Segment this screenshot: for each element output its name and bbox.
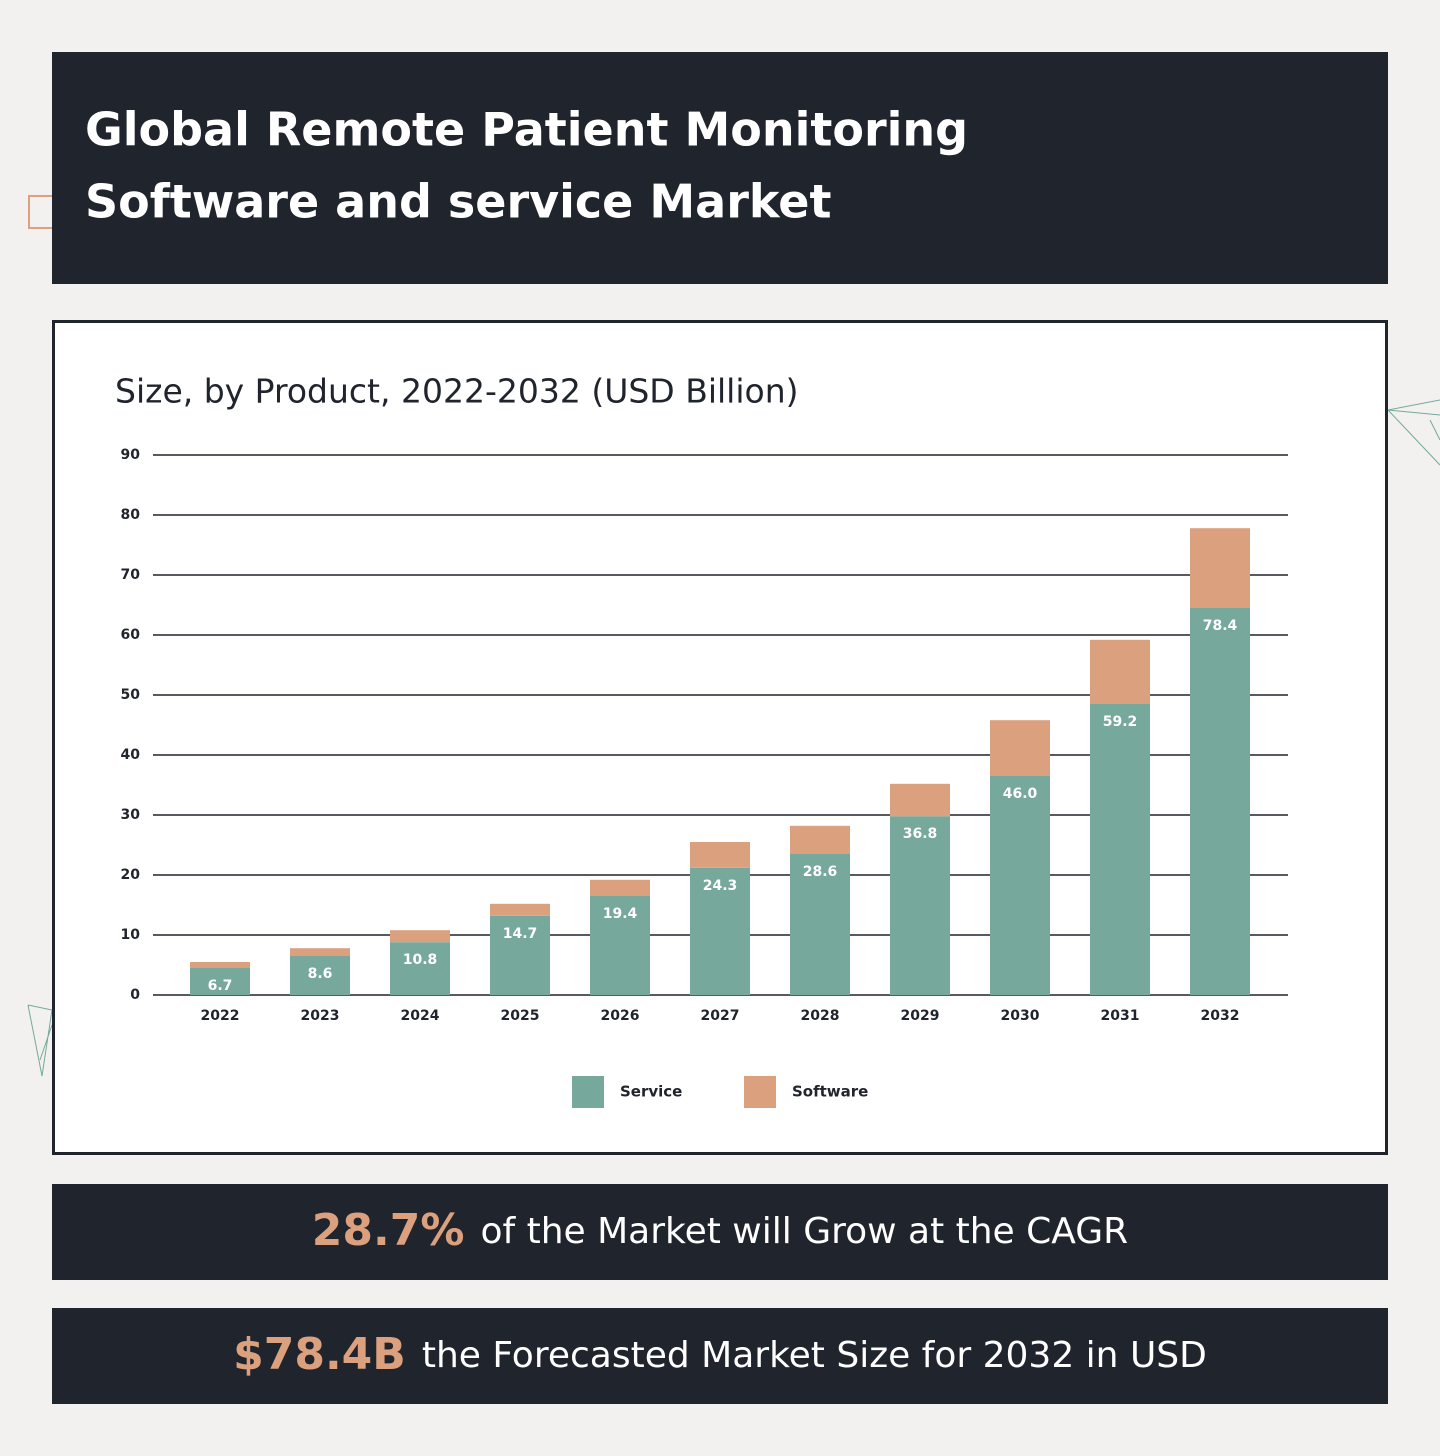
chart-title: Size, by Product, 2022-2032 (USD Billion… xyxy=(115,372,799,411)
x-tick-label: 2024 xyxy=(401,1008,440,1024)
bar-segment xyxy=(590,896,650,995)
stat: 28.7% of the Market will Grow at the CAGR xyxy=(312,1205,1128,1256)
y-tick-label: 80 xyxy=(121,507,141,523)
bar-segment xyxy=(390,942,450,995)
bar-segment xyxy=(290,948,350,956)
x-tick-label: 2031 xyxy=(1101,1008,1140,1024)
stat-highlight: 28.7% xyxy=(312,1205,465,1256)
value-label: 59.2 xyxy=(1103,714,1138,730)
value-label: 28.6 xyxy=(803,864,838,880)
legend-swatch xyxy=(744,1076,776,1108)
bar-segment xyxy=(990,720,1050,776)
x-tick-label: 2025 xyxy=(501,1008,540,1024)
y-tick-label: 20 xyxy=(121,867,141,883)
bar-segment xyxy=(1190,608,1250,995)
stat-box xyxy=(52,1308,1388,1404)
bar-segment xyxy=(890,816,950,995)
x-tick-label: 2022 xyxy=(201,1008,240,1024)
header-title: Global Remote Patient Monitoring xyxy=(85,103,968,157)
y-tick-label: 40 xyxy=(121,747,141,763)
bar-segment xyxy=(1090,639,1150,704)
bar-segment xyxy=(1090,704,1150,995)
bar-segment xyxy=(890,783,950,817)
value-label: 14.7 xyxy=(503,926,538,942)
value-label: 10.8 xyxy=(403,952,438,968)
x-tick-label: 2027 xyxy=(701,1008,740,1024)
y-tick-label: 0 xyxy=(130,987,140,1003)
bar-segment xyxy=(590,879,650,896)
decor-lines xyxy=(1387,399,1440,466)
plot: 010203040506070809020226.720238.6202410.… xyxy=(121,447,1288,1108)
x-tick-label: 2028 xyxy=(801,1008,840,1024)
value-label: 24.3 xyxy=(703,878,738,894)
bar-segment xyxy=(690,842,750,868)
bar-segment xyxy=(690,867,750,995)
bar-segment xyxy=(790,854,850,995)
x-tick-label: 2030 xyxy=(1001,1008,1040,1024)
legend-label: Service xyxy=(620,1083,682,1101)
chart-box xyxy=(52,320,1388,1155)
y-tick-label: 50 xyxy=(121,687,141,703)
stat: $78.4B the Forecasted Market Size for 203… xyxy=(233,1329,1207,1380)
bar-segment xyxy=(990,776,1050,995)
x-tick-label: 2032 xyxy=(1201,1008,1240,1024)
y-tick-label: 90 xyxy=(121,447,141,463)
y-tick-label: 10 xyxy=(121,927,141,943)
header-box xyxy=(52,52,1388,284)
bar-segment xyxy=(390,930,450,943)
value-label: 46.0 xyxy=(1003,786,1038,802)
x-tick-label: 2023 xyxy=(301,1008,340,1024)
bar-segment xyxy=(490,915,550,995)
value-label: 8.6 xyxy=(308,966,333,982)
bar-segment xyxy=(790,825,850,854)
x-tick-label: 2026 xyxy=(601,1008,640,1024)
bar-segment xyxy=(290,956,350,995)
legend-label: Software xyxy=(792,1083,868,1101)
legend-swatch xyxy=(572,1076,604,1108)
y-tick-label: 30 xyxy=(121,807,141,823)
value-label: 19.4 xyxy=(603,906,638,922)
value-label: 36.8 xyxy=(903,826,938,842)
decor-lines xyxy=(27,1004,53,1077)
x-tick-label: 2029 xyxy=(901,1008,940,1024)
stat-text: the Forecasted Market Size for 2032 in U… xyxy=(422,1335,1207,1376)
stat-box xyxy=(52,1184,1388,1280)
bar-segment xyxy=(1190,528,1250,608)
value-label: 78.4 xyxy=(1203,618,1238,634)
stat-highlight: $78.4B xyxy=(233,1329,406,1380)
value-label: 6.7 xyxy=(208,978,233,994)
y-tick-label: 70 xyxy=(121,567,141,583)
y-tick-label: 60 xyxy=(121,627,141,643)
bar-segment xyxy=(190,962,250,968)
header-title: Software and service Market xyxy=(85,175,831,229)
stat-text: of the Market will Grow at the CAGR xyxy=(480,1211,1128,1252)
bar-segment xyxy=(490,903,550,916)
bar-segment xyxy=(190,968,250,995)
